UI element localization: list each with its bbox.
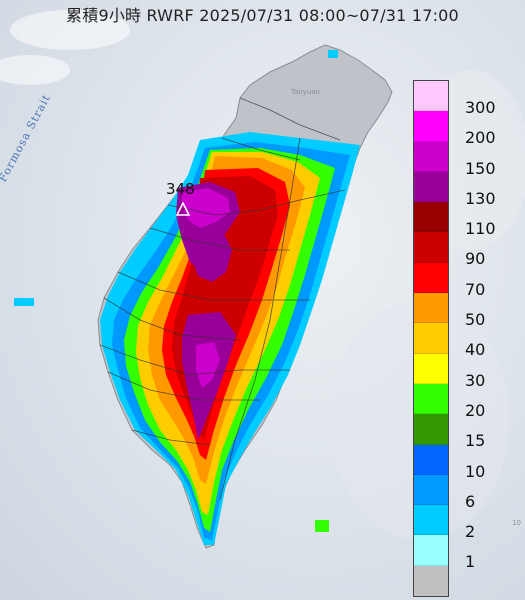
legend-swatch — [414, 262, 448, 294]
legend-label: 1 — [465, 552, 476, 572]
legend-label: 15 — [465, 431, 486, 451]
legend-label: 90 — [465, 249, 486, 269]
rain-layer-magenta-south — [196, 342, 220, 388]
legend-swatch — [414, 474, 448, 506]
legend-label: 130 — [465, 188, 496, 208]
legend-swatch — [414, 323, 448, 354]
legend-swatch — [414, 111, 448, 142]
legend-swatch — [414, 535, 448, 566]
rainfall-legend — [413, 80, 449, 598]
legend-swatch — [414, 505, 448, 536]
triangle-icon — [176, 202, 190, 216]
rain-layer-purple-center — [192, 230, 232, 282]
legend-label: 30 — [465, 370, 486, 390]
rain-layer-magenta-north — [182, 188, 230, 228]
legend-label: 110 — [465, 219, 496, 239]
legend-swatch — [414, 565, 448, 597]
legend-swatch — [414, 414, 448, 445]
legend-label: 150 — [465, 158, 496, 178]
legend-label: 300 — [465, 98, 496, 117]
legend-label: 2 — [465, 522, 476, 542]
legend-swatch — [414, 232, 448, 263]
legend-label: 50 — [465, 310, 486, 330]
keelung-island — [328, 50, 338, 58]
corner-label: 10 — [512, 519, 521, 527]
legend-swatch — [414, 293, 448, 324]
legend-label: 20 — [465, 400, 486, 420]
legend-swatch — [414, 171, 448, 203]
legend-swatch — [414, 383, 448, 415]
legend-label: 70 — [465, 279, 486, 299]
legend-swatch — [414, 353, 448, 384]
legend-ticks: 300 200 150 130 110 90 70 50 40 30 20 15 10 6 2 1 — [465, 93, 496, 578]
legend-swatch — [414, 141, 448, 172]
penghu-island — [14, 298, 34, 306]
legend-swatch — [414, 81, 448, 112]
legend-swatch — [414, 202, 448, 233]
legend-label: 6 — [465, 491, 476, 511]
county-boundaries — [99, 97, 346, 501]
max-rainfall-value: 348 — [166, 180, 195, 198]
legend-label: 200 — [465, 128, 496, 148]
taoyuan-label: Taoyuan — [291, 88, 320, 96]
legend-label: 40 — [465, 340, 486, 360]
map-title: 累積9小時 RWRF 2025/07/31 08:00~07/31 17:00 — [66, 6, 459, 25]
legend-swatch — [414, 444, 448, 475]
green-island — [315, 520, 329, 532]
legend-label: 10 — [465, 461, 486, 481]
